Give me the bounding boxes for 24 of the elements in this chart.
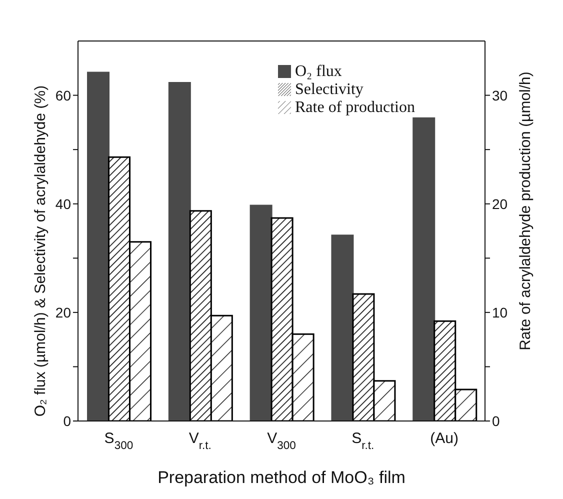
y-axis-title: O₂ flux (µmol/h) & Selectivity of acrylaldehyde (%)	[32, 85, 48, 417]
y2-tick-label: 30	[492, 87, 508, 104]
legend-label: Selectivity	[295, 81, 364, 98]
x-tick-label: V$_{r.t.}$	[188, 430, 212, 452]
y-tick-label: 0	[63, 412, 72, 429]
y-tick-label: 60	[55, 87, 72, 104]
legend-label: O₂ flux	[295, 63, 342, 80]
bar	[250, 204, 272, 421]
x-tick-label: V$_{300}$	[267, 430, 296, 452]
y2-tick-label: 10	[492, 304, 508, 320]
x-tick-label: S$_{300}$	[104, 430, 134, 452]
x-tick-label: (Au)	[430, 430, 458, 447]
y2-tick-label: 0	[492, 412, 500, 429]
y2-axis-title: Rate of acrylaldehyde production (µmol/h)	[516, 72, 534, 350]
x-tick-label: S$_{r.t.}$	[352, 430, 374, 452]
y-tick-label: 20	[55, 304, 72, 320]
bar	[331, 234, 354, 421]
bar	[412, 117, 436, 421]
y2-tick-label: 20	[492, 196, 508, 212]
y-tick-label: 40	[55, 196, 72, 212]
bar	[87, 72, 110, 421]
legend-label: Rate of production	[295, 99, 415, 116]
x-axis-title: Preparation method of MoO₃ film	[158, 468, 406, 487]
bar	[168, 82, 191, 421]
